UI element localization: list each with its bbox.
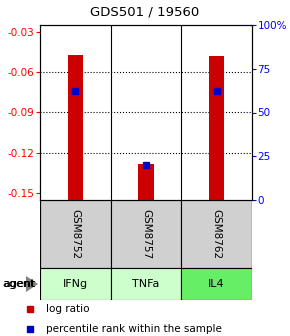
Bar <box>111 268 181 300</box>
Text: TNFa: TNFa <box>132 279 160 289</box>
Text: GSM8762: GSM8762 <box>212 209 222 259</box>
Bar <box>40 268 111 300</box>
Text: IL4: IL4 <box>208 279 225 289</box>
Text: percentile rank within the sample: percentile rank within the sample <box>46 324 222 334</box>
Bar <box>181 200 252 268</box>
Bar <box>181 268 252 300</box>
Bar <box>68 55 83 200</box>
Polygon shape <box>26 276 38 292</box>
Text: agent: agent <box>2 279 35 289</box>
Bar <box>138 164 154 200</box>
Text: GDS501 / 19560: GDS501 / 19560 <box>90 5 200 18</box>
Bar <box>111 200 181 268</box>
Bar <box>40 200 111 268</box>
Text: IFNg: IFNg <box>63 279 88 289</box>
Text: GSM8757: GSM8757 <box>141 209 151 259</box>
Bar <box>209 56 224 200</box>
Text: GSM8752: GSM8752 <box>70 209 80 259</box>
Text: log ratio: log ratio <box>46 304 89 314</box>
Text: agent: agent <box>3 279 35 289</box>
